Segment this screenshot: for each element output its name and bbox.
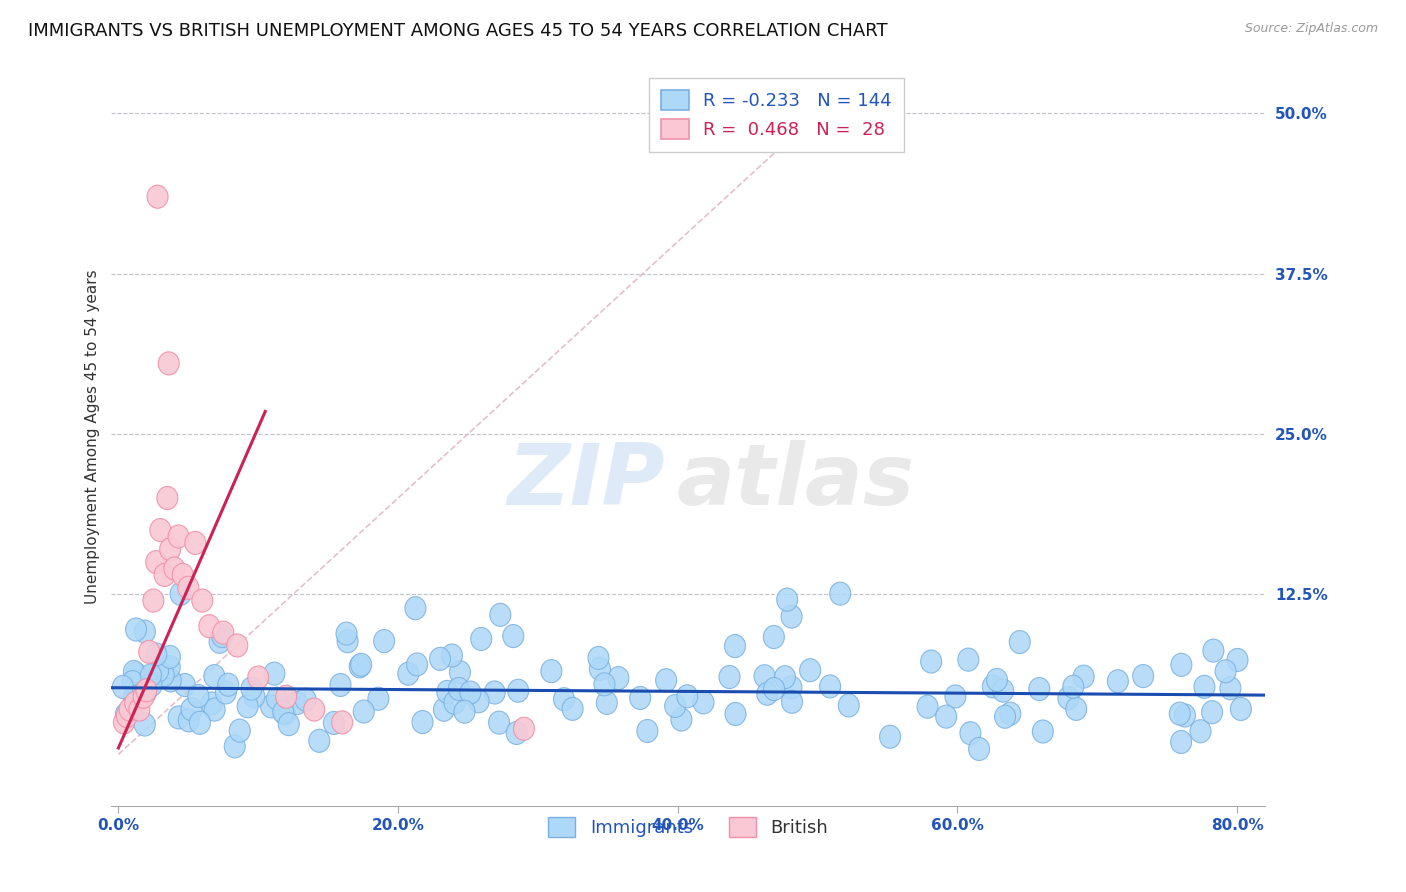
Text: ZIP: ZIP (508, 440, 665, 523)
Legend: Immigrants, British: Immigrants, British (541, 810, 835, 845)
Text: atlas: atlas (676, 440, 915, 523)
Text: Source: ZipAtlas.com: Source: ZipAtlas.com (1244, 22, 1378, 36)
Y-axis label: Unemployment Among Ages 45 to 54 years: Unemployment Among Ages 45 to 54 years (86, 269, 100, 605)
Text: IMMIGRANTS VS BRITISH UNEMPLOYMENT AMONG AGES 45 TO 54 YEARS CORRELATION CHART: IMMIGRANTS VS BRITISH UNEMPLOYMENT AMONG… (28, 22, 887, 40)
